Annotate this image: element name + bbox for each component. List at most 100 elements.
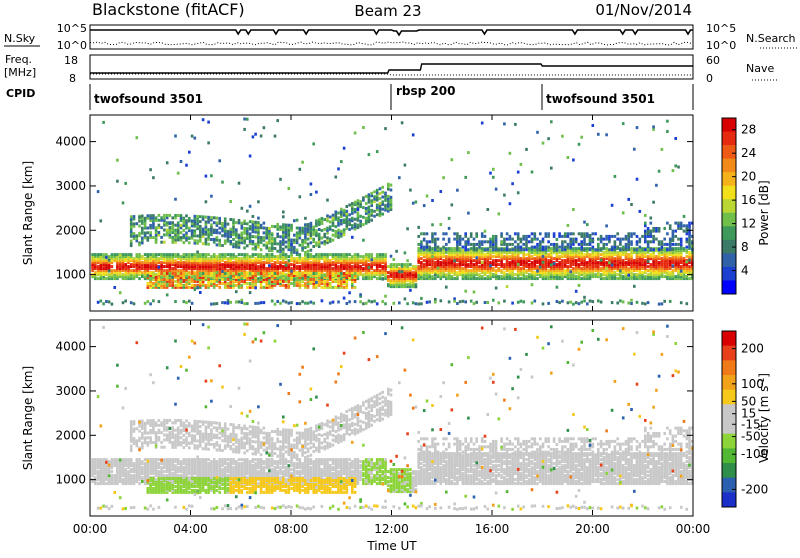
data-cell <box>268 239 271 243</box>
data-cell <box>586 249 589 253</box>
data-cell <box>182 276 186 279</box>
data-cell <box>384 263 387 267</box>
data-cell <box>193 214 197 218</box>
data-cell <box>342 267 346 271</box>
data-cell <box>569 270 572 274</box>
data-cell <box>113 460 116 464</box>
data-cell <box>340 277 343 281</box>
data-cell <box>389 281 393 285</box>
data-cell <box>657 255 661 259</box>
data-cell <box>190 285 194 289</box>
data-cell <box>660 302 664 306</box>
data-cell <box>621 267 625 271</box>
data-cell <box>411 133 415 137</box>
data-cell <box>201 278 205 281</box>
data-cell <box>406 271 409 275</box>
data-cell <box>616 253 619 257</box>
data-cell <box>157 274 161 277</box>
data-cell <box>461 263 465 267</box>
data-cell <box>248 239 252 243</box>
data-cell <box>284 261 288 265</box>
data-cell <box>641 248 644 252</box>
data-cell <box>505 269 509 273</box>
data-cell <box>522 273 525 277</box>
data-cell <box>287 240 291 244</box>
data-cell <box>461 267 465 271</box>
data-cell <box>392 273 396 277</box>
nsky-right-tick-bottom: 10^0 <box>706 39 736 52</box>
data-cell <box>298 269 302 273</box>
data-cell <box>152 226 155 230</box>
data-cell <box>323 265 326 269</box>
data-cell <box>116 253 119 257</box>
data-cell <box>398 270 401 274</box>
data-cell <box>141 229 144 233</box>
data-cell <box>539 259 542 263</box>
data-cell <box>558 271 561 275</box>
data-cell <box>500 253 503 257</box>
data-cell <box>503 240 506 244</box>
data-cell <box>353 225 357 229</box>
data-cell <box>237 267 241 271</box>
data-cell <box>536 277 539 281</box>
data-cell <box>223 257 227 261</box>
data-cell <box>309 280 313 283</box>
data-cell <box>146 267 150 271</box>
data-cell <box>96 466 100 470</box>
data-cell <box>539 257 542 261</box>
data-cell <box>574 277 578 281</box>
data-cell <box>378 214 382 218</box>
data-cell <box>389 254 393 258</box>
data-cell <box>201 253 205 257</box>
data-cell <box>450 275 454 279</box>
data-cell <box>287 187 291 190</box>
data-cell <box>624 253 628 257</box>
data-cell <box>229 278 232 281</box>
data-cell <box>287 238 291 242</box>
data-cell <box>146 253 150 257</box>
data-cell <box>188 273 191 277</box>
nsky-series <box>90 29 693 37</box>
data-cell <box>508 271 512 275</box>
data-cell <box>367 217 371 221</box>
data-cell <box>273 257 277 261</box>
data-cell <box>193 253 197 257</box>
data-cell <box>577 247 581 251</box>
data-cell <box>475 248 478 252</box>
data-cell <box>315 253 318 257</box>
data-cell <box>561 275 564 279</box>
data-cell <box>644 255 647 259</box>
data-cell <box>315 231 318 235</box>
data-cell <box>276 222 279 226</box>
data-cell <box>591 300 595 304</box>
data-cell <box>666 257 669 261</box>
data-cell <box>691 267 694 271</box>
data-cell <box>671 269 675 273</box>
data-cell <box>641 257 644 261</box>
data-cell <box>251 242 255 246</box>
data-cell <box>610 234 614 238</box>
data-cell <box>340 285 343 289</box>
data-cell <box>351 204 354 208</box>
data-cell <box>334 280 338 283</box>
data-cell <box>282 242 285 246</box>
data-cell <box>129 257 133 261</box>
data-cell <box>240 301 244 304</box>
data-cell <box>176 261 180 265</box>
data-cell <box>674 265 677 269</box>
data-cell <box>586 275 589 279</box>
data-cell <box>395 283 398 287</box>
data-cell <box>442 269 445 273</box>
data-cell <box>364 255 368 259</box>
data-cell <box>381 273 384 277</box>
data-cell <box>290 274 293 277</box>
data-cell <box>337 231 340 235</box>
data-cell <box>176 269 180 273</box>
data-cell <box>458 249 462 253</box>
data-cell <box>516 251 520 255</box>
data-cell <box>262 263 266 267</box>
data-cell <box>447 265 451 269</box>
data-cell <box>317 242 321 246</box>
data-cell <box>458 255 462 259</box>
data-cell <box>406 275 409 279</box>
